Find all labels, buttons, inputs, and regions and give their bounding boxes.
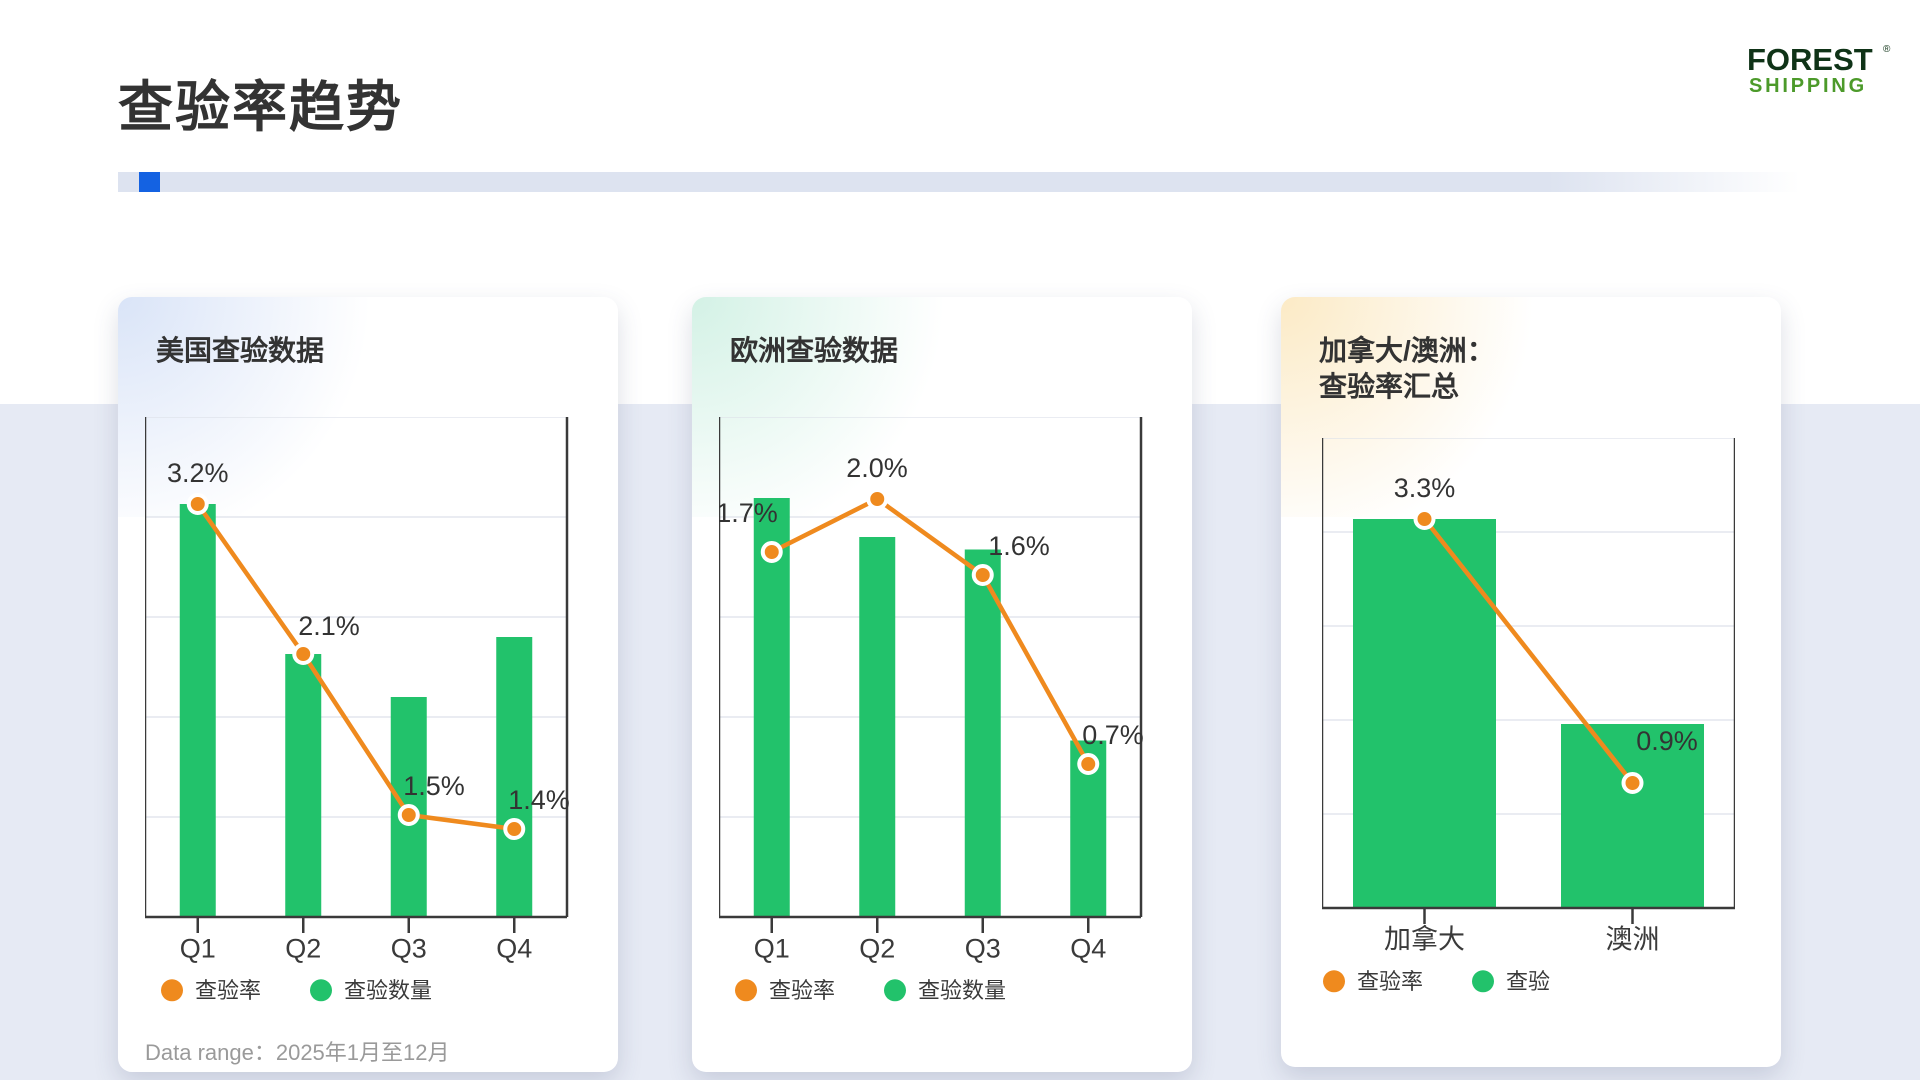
svg-text:查验数量: 查验数量 xyxy=(344,978,432,1003)
svg-text:查验率: 查验率 xyxy=(1357,969,1423,994)
svg-text:3.2%: 3.2% xyxy=(167,458,229,488)
svg-text:查验: 查验 xyxy=(1506,969,1550,994)
svg-text:Q2: Q2 xyxy=(859,934,895,964)
svg-text:1.7%: 1.7% xyxy=(719,498,778,528)
svg-text:®: ® xyxy=(1883,44,1891,55)
svg-text:Q3: Q3 xyxy=(391,934,427,964)
svg-text:1.4%: 1.4% xyxy=(508,785,570,815)
svg-text:0.7%: 0.7% xyxy=(1082,720,1144,750)
svg-text:2.1%: 2.1% xyxy=(298,611,360,641)
svg-text:加拿大: 加拿大 xyxy=(1384,925,1465,955)
svg-text:查验率: 查验率 xyxy=(195,978,261,1003)
svg-text:澳洲: 澳洲 xyxy=(1606,925,1660,955)
svg-text:Q4: Q4 xyxy=(1070,934,1106,964)
svg-text:0.9%: 0.9% xyxy=(1636,726,1698,756)
svg-text:查验数量: 查验数量 xyxy=(918,978,1006,1003)
svg-text:3.3%: 3.3% xyxy=(1394,473,1456,503)
svg-text:Q1: Q1 xyxy=(180,934,216,964)
svg-text:Q1: Q1 xyxy=(754,934,790,964)
svg-text:查验率: 查验率 xyxy=(769,978,835,1003)
svg-text:SHIPPING: SHIPPING xyxy=(1749,75,1867,97)
svg-text:1.6%: 1.6% xyxy=(988,531,1050,561)
svg-text:Q2: Q2 xyxy=(285,934,321,964)
svg-text:2.0%: 2.0% xyxy=(846,453,908,483)
svg-text:Q4: Q4 xyxy=(496,934,532,964)
svg-text:1.5%: 1.5% xyxy=(403,771,465,801)
svg-text:Q3: Q3 xyxy=(965,934,1001,964)
svg-text:FOREST: FOREST xyxy=(1747,42,1873,77)
